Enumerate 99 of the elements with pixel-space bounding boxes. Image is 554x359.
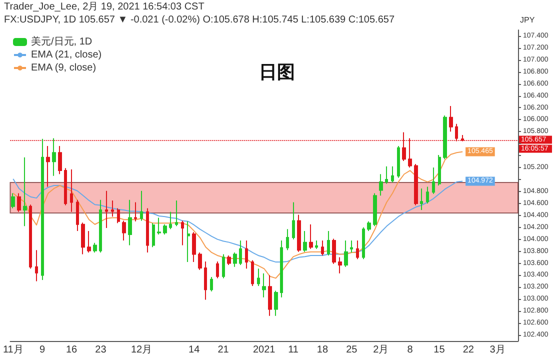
candlestick: [198, 252, 202, 270]
candlestick: [87, 230, 91, 253]
x-tick-label: 3月: [490, 344, 506, 356]
candlestick: [187, 220, 190, 263]
candlestick: [222, 254, 225, 279]
candlestick: [286, 228, 289, 251]
x-tick-label: 25: [346, 344, 358, 356]
candlestick: [292, 202, 295, 240]
candlestick: [140, 190, 143, 222]
x-tick-label: 22: [462, 344, 474, 356]
candlestick: [181, 220, 184, 246]
candlestick: [239, 240, 242, 266]
candlestick: [29, 204, 32, 270]
candlestick: [64, 168, 67, 206]
candlestick: [152, 222, 155, 248]
candlestick: [385, 166, 388, 184]
candlestick: [257, 268, 260, 286]
candlestick: [23, 156, 27, 227]
candlestick: [52, 138, 56, 176]
candlestick: [210, 276, 213, 292]
candlestick: [373, 192, 377, 227]
x-tick-label: 2021: [252, 344, 276, 356]
candlestick: [332, 238, 336, 264]
candlestick: [11, 192, 15, 209]
y-axis-title: JPY: [520, 16, 536, 24]
candlestick: [297, 214, 301, 252]
x-tick-label: 21: [218, 344, 230, 356]
line-series: [12, 178, 464, 263]
candlestick: [46, 146, 50, 188]
candlestick: [309, 224, 313, 250]
candlestick: [41, 138, 44, 280]
candlestick: [105, 190, 108, 228]
x-tick-label: 9: [40, 344, 46, 356]
legend-label: EMA (9, close): [31, 62, 96, 74]
candlestick: [58, 146, 62, 175]
x-tick-label: 23: [95, 344, 107, 356]
candlestick: [449, 105, 453, 132]
candlestick: [350, 240, 353, 253]
candlestick: [321, 240, 324, 256]
candlestick: [420, 188, 423, 211]
candlestick: [163, 224, 167, 236]
candlestick: [251, 260, 254, 286]
candlestick: [362, 226, 365, 260]
x-tick-label: 15: [434, 344, 446, 356]
candlestick: [35, 250, 38, 282]
candlestick: [70, 168, 73, 212]
candlestick: [391, 166, 394, 184]
text: Trader_Joe_Lee, 2月 19, 2021 16:54:03 CST: [4, 2, 204, 12]
x-tick-label: 11月: [2, 344, 24, 356]
candlestick: [274, 290, 278, 316]
candlestick: [344, 240, 348, 268]
candlestick: [397, 146, 400, 178]
candlestick: [245, 240, 248, 270]
text: 日图: [259, 62, 295, 82]
candlestick: [93, 242, 97, 253]
candlestick: [426, 186, 429, 204]
candlestick: [227, 254, 231, 266]
candlestick: [111, 200, 114, 218]
candlestick: [134, 202, 137, 222]
candlestick: [356, 240, 359, 260]
candlestick: [338, 256, 342, 274]
candlestick: [432, 167, 435, 194]
candlestick: [192, 232, 196, 263]
candlestick: [169, 211, 172, 230]
candlestick: [327, 230, 330, 256]
candlestick: [268, 274, 272, 316]
candlestick: [280, 240, 283, 298]
candlestick: [146, 208, 149, 253]
candlestick: [204, 260, 207, 300]
x-tick-label: 11: [288, 344, 299, 356]
candlestick: [216, 260, 219, 279]
candlestick: [379, 174, 383, 196]
candlestick: [438, 154, 441, 186]
candlestick: [76, 199, 79, 232]
candlestick: [315, 240, 318, 250]
candlestick: [117, 208, 120, 224]
x-tick-label: 16: [66, 344, 78, 356]
candlestick: [157, 217, 161, 236]
candlestick: [414, 163, 418, 206]
candlestick: [175, 200, 178, 227]
candlestick: [443, 115, 447, 160]
legend-label: 美元/日元, 1D: [31, 36, 92, 48]
x-tick-label: 12月: [130, 344, 152, 356]
x-tick-label: 2月: [373, 344, 389, 356]
candlestick: [262, 272, 266, 298]
candlestick: [233, 252, 237, 268]
candlestick: [81, 222, 85, 255]
legend-label: EMA (21, close): [31, 50, 102, 60]
x-tick-label: 18: [316, 344, 328, 356]
candlestick: [303, 230, 307, 252]
line-series: [12, 151, 464, 279]
candlestick: [367, 220, 371, 232]
candlestick: [17, 192, 21, 212]
candlestick: [99, 199, 102, 253]
x-tick-label: 8: [407, 344, 414, 356]
candlestick: [122, 220, 126, 242]
candlestick: [128, 199, 132, 246]
x-tick-label: 14: [188, 344, 200, 356]
text: FX:USDJPY, 1D 105.657 ▼ -0.021 (-0.02%) O:105.678 H:105.745 L:105.639 C:105.657: [4, 14, 395, 26]
